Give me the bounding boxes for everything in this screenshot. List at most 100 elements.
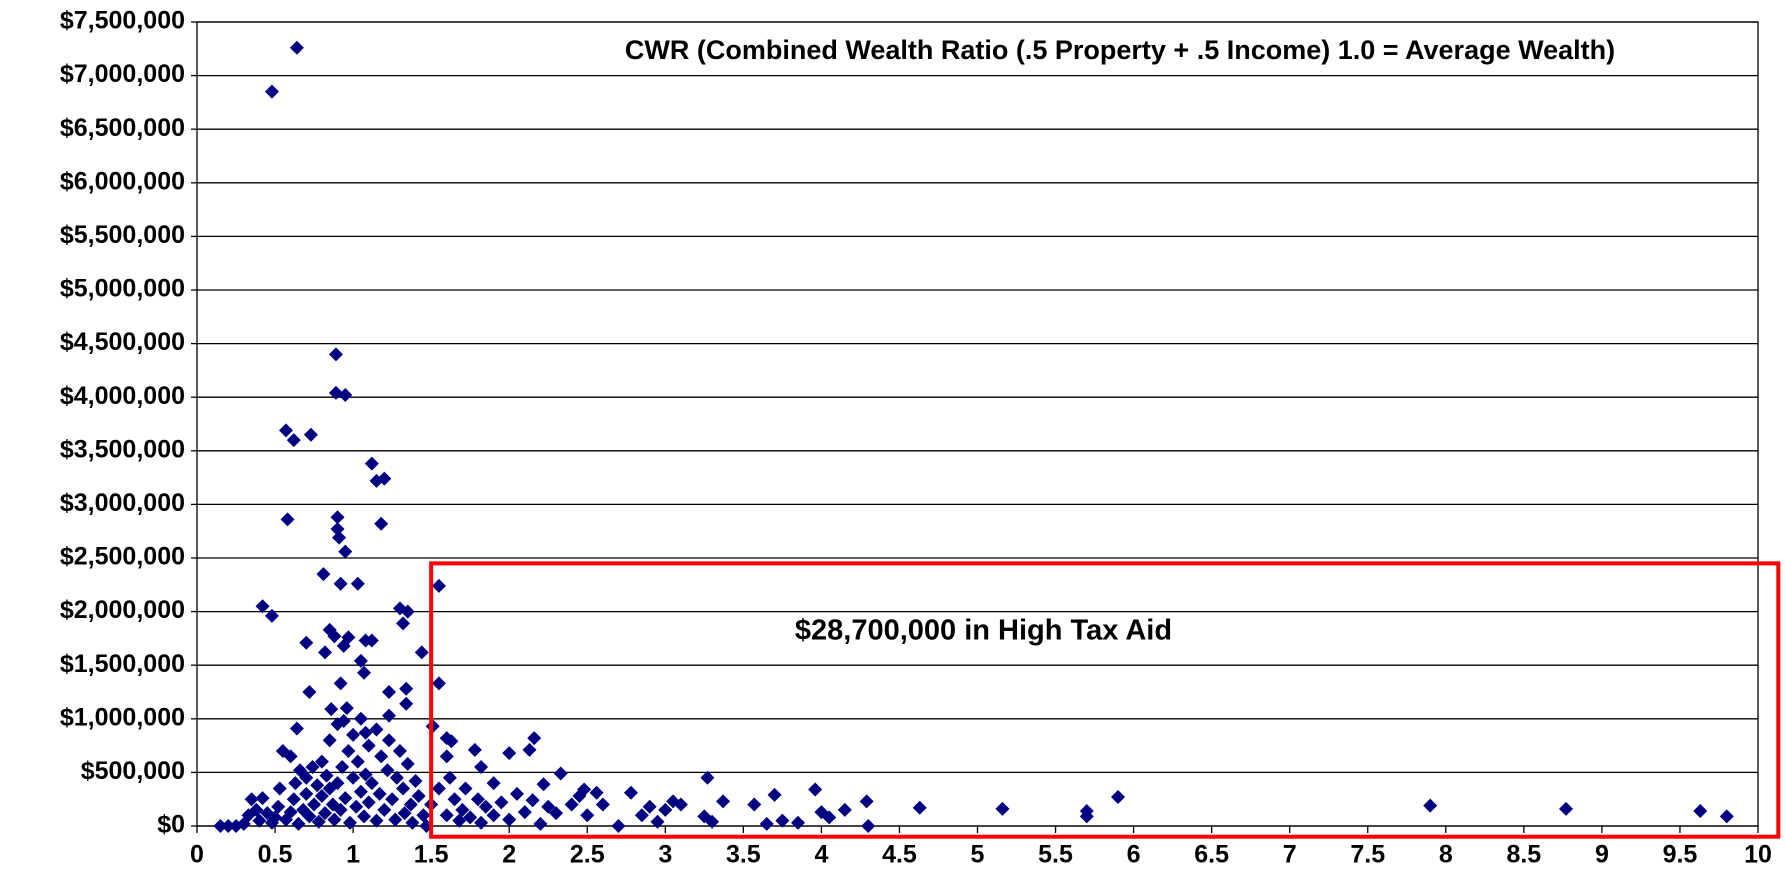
point [357, 665, 372, 680]
point [397, 806, 412, 821]
point [338, 388, 353, 403]
y-tick-label: $1,500,000 [60, 650, 185, 678]
point [314, 754, 329, 769]
point [364, 633, 379, 648]
point [411, 788, 426, 803]
point [335, 760, 350, 775]
point [291, 816, 306, 831]
point [439, 749, 454, 764]
point [316, 567, 331, 582]
point [396, 781, 411, 796]
point [330, 522, 345, 537]
point [553, 766, 568, 781]
point [322, 733, 337, 748]
point [405, 815, 420, 830]
x-tick-label: 8.5 [1506, 841, 1541, 869]
point [527, 731, 542, 746]
point [330, 717, 345, 732]
x-tick-label: 8 [1439, 841, 1453, 869]
point [716, 794, 731, 809]
point [299, 770, 314, 785]
point [400, 604, 415, 619]
point [431, 781, 446, 796]
point [700, 770, 715, 785]
point [455, 802, 470, 817]
point [361, 795, 376, 810]
point [374, 516, 389, 531]
point [353, 784, 368, 799]
point [374, 749, 389, 764]
y-tick-label: $5,500,000 [60, 221, 185, 249]
point [705, 814, 720, 829]
point [338, 791, 353, 806]
point [213, 819, 228, 833]
point [623, 785, 638, 800]
point [634, 808, 649, 823]
point [289, 721, 304, 736]
point [1693, 803, 1708, 818]
y-tick-label: $4,500,000 [60, 328, 185, 356]
point [341, 630, 356, 645]
point [299, 786, 314, 801]
x-tick-label: 3 [658, 841, 672, 869]
point [399, 696, 414, 711]
point [264, 608, 279, 623]
point [431, 578, 446, 593]
point [775, 813, 790, 828]
point [332, 530, 347, 545]
point [271, 799, 286, 814]
point [328, 347, 343, 362]
point [264, 84, 279, 99]
y-tick-label: $2,000,000 [60, 596, 185, 624]
point [463, 810, 478, 825]
point [572, 788, 587, 803]
point [452, 813, 467, 828]
x-tick-label: 6.5 [1194, 841, 1229, 869]
x-tick-label: 4 [814, 841, 828, 869]
point [302, 685, 317, 699]
point [357, 809, 372, 824]
x-tick-label: 10 [1744, 841, 1772, 869]
point [369, 722, 384, 737]
point [244, 792, 259, 807]
point [478, 799, 493, 814]
point [327, 812, 342, 827]
point [470, 792, 485, 807]
point [255, 599, 270, 614]
x-tick-label: 6 [1127, 841, 1141, 869]
point [912, 800, 927, 815]
point [280, 512, 295, 527]
point [372, 786, 387, 801]
x-tick-label: 1 [346, 841, 360, 869]
x-tick-label: 5.5 [1038, 841, 1073, 869]
point [1558, 801, 1573, 816]
point [341, 743, 356, 758]
point [353, 653, 368, 668]
point [658, 802, 673, 817]
point [416, 808, 431, 823]
y-tick-label: $6,000,000 [60, 167, 185, 195]
x-tick-label: 4.5 [882, 841, 917, 869]
x-tick-label: 1.5 [414, 841, 449, 869]
point [255, 791, 270, 806]
point [221, 819, 236, 833]
point [400, 756, 415, 771]
point [338, 544, 353, 559]
point [533, 816, 548, 831]
point [808, 782, 823, 797]
point [286, 433, 301, 448]
x-tick-label: 2 [502, 841, 516, 869]
point [536, 777, 551, 792]
point [342, 815, 357, 830]
point [1423, 798, 1438, 813]
y-tick-label: $2,500,000 [60, 543, 185, 571]
y-tick-label: $500,000 [81, 757, 185, 785]
grid [191, 21, 1759, 833]
point [333, 802, 348, 817]
point [380, 763, 395, 778]
point [377, 471, 392, 486]
point [302, 809, 317, 824]
point [249, 802, 264, 817]
point [510, 786, 525, 801]
